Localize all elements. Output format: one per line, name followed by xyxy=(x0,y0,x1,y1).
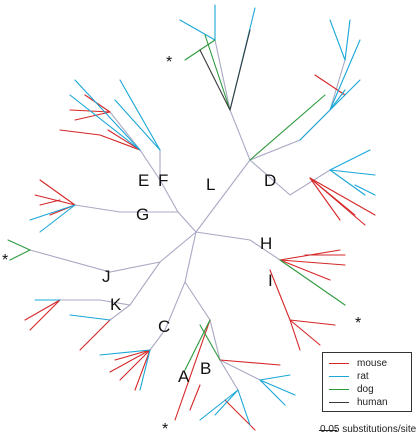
legend-label-rat: rat xyxy=(357,370,369,382)
legend-label-human: human xyxy=(357,396,388,408)
clade-label-h: H xyxy=(260,234,273,253)
internal-branches xyxy=(29,39,346,391)
star-marker-bottom: * xyxy=(162,421,169,438)
legend-swatch-dog xyxy=(329,388,349,390)
rat-branches xyxy=(29,4,376,426)
dog-branches xyxy=(7,34,346,371)
clade-label-f: F xyxy=(158,171,169,190)
human-branches xyxy=(199,29,251,111)
legend-row-dog: dog xyxy=(329,383,374,395)
clade-label-g: G xyxy=(136,205,150,224)
scale-bar-label: 0.05 substitutions/site xyxy=(320,424,417,435)
legend-label-dog: dog xyxy=(357,383,374,395)
star-marker-top: * xyxy=(166,54,173,71)
clade-label-i: I xyxy=(268,271,273,290)
clade-label-d: D xyxy=(264,171,277,190)
clade-label-b: B xyxy=(200,359,212,378)
clade-label-k: K xyxy=(110,295,122,314)
species-legend: mouse rat dog human xyxy=(322,352,412,412)
clade-label-c: C xyxy=(158,317,171,336)
clade-label-j: J xyxy=(102,267,111,286)
clade-label-e: E xyxy=(138,171,150,190)
legend-swatch-mouse xyxy=(329,362,349,364)
clade-label-a: A xyxy=(178,367,190,386)
legend-row-human: human xyxy=(329,396,388,408)
star-marker-left: * xyxy=(2,252,9,269)
clade-label-l: L xyxy=(206,175,216,194)
legend-label-mouse: mouse xyxy=(357,357,388,369)
legend-row-mouse: mouse xyxy=(329,357,387,369)
star-marker-right: * xyxy=(355,315,362,332)
scale-bar xyxy=(319,430,337,431)
legend-row-rat: rat xyxy=(329,370,369,382)
legend-swatch-rat xyxy=(329,375,349,377)
legend-swatch-human xyxy=(329,401,349,403)
